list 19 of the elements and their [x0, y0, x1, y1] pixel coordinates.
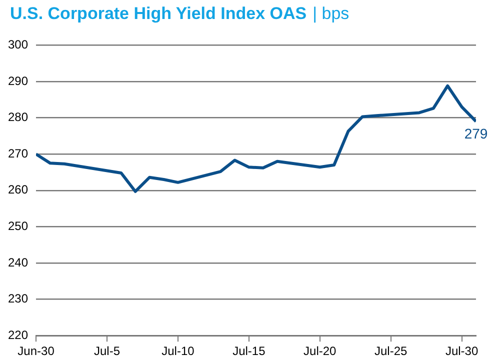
x-tick-label: Jul-20 [304, 344, 337, 358]
y-tick-label: 250 [8, 219, 28, 234]
x-tick-label: Jul-30 [445, 344, 478, 358]
x-tick-label: Jun-30 [18, 344, 55, 358]
y-tick-label: 280 [8, 110, 28, 124]
x-tick-label: Jul-15 [232, 344, 266, 358]
x-tick-label: Jul-25 [374, 344, 408, 358]
y-tick-label: 230 [8, 292, 28, 306]
y-tick-label: 240 [8, 255, 28, 270]
chart-title: U.S. Corporate High Yield Index OAS [10, 4, 307, 23]
y-tick-label: 290 [8, 74, 28, 88]
annotation: 279 [464, 125, 488, 142]
y-tick-label: 270 [8, 146, 28, 160]
x-tick-label: Jul-10 [162, 344, 195, 358]
y-tick-label: 220 [8, 328, 28, 342]
y-tick-label: 260 [8, 182, 28, 197]
y-tick-label: 300 [8, 38, 28, 52]
chart-subtitle: | bps [312, 4, 350, 23]
x-tick-label: Jul-5 [94, 344, 120, 358]
